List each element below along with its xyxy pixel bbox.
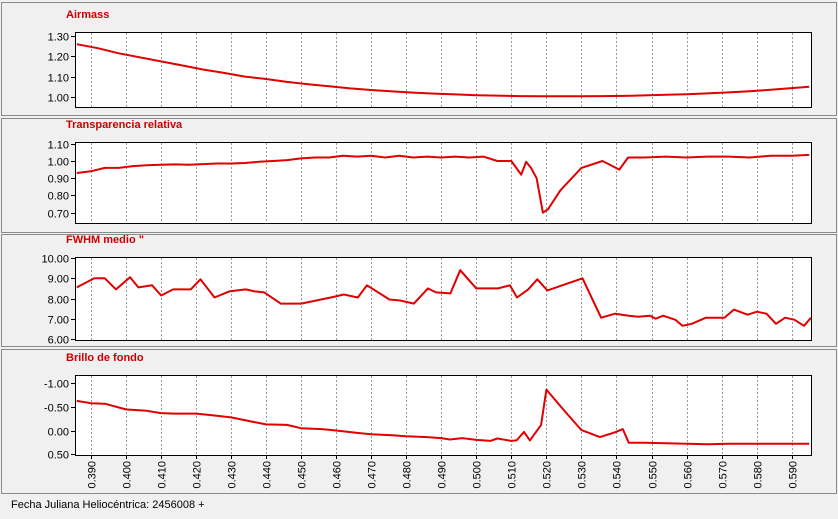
- panel-title: Airmass: [66, 9, 109, 21]
- y-tick-label: 0.90: [48, 174, 69, 186]
- series-line-transparency: [76, 153, 810, 214]
- x-tick-label: 0.530: [577, 461, 589, 489]
- panel-background: -1.00 -0.50 0.00 0.50 Brillo de fondo: [1, 349, 837, 494]
- y-tick-label: -1.00: [44, 379, 69, 391]
- y-tick-label: 6.00: [48, 335, 69, 347]
- x-tick-label: 0.520: [542, 461, 554, 489]
- series-line-background: [76, 388, 810, 446]
- y-tick-label: 1.00: [48, 93, 69, 105]
- x-tick-label: 0.490: [437, 461, 449, 489]
- panel-title: Brillo de fondo: [66, 352, 144, 364]
- series-line-airmass: [76, 43, 810, 98]
- series-line-fwhm: [76, 269, 812, 327]
- x-tick-label: 0.390: [87, 461, 99, 489]
- plot-area: [75, 142, 812, 224]
- y-tick-label: 1.20: [48, 52, 69, 64]
- y-tick-label: -0.50: [44, 403, 69, 415]
- y-tick-label: 1.30: [48, 32, 69, 44]
- x-tick-label: 0.440: [262, 461, 274, 489]
- plot-area: [75, 32, 812, 108]
- panel-airmass: 1.30 1.20 1.10 1.00 Airmass: [1, 2, 837, 116]
- y-tick-label: 0.00: [48, 427, 69, 439]
- y-tick-label: 0.70: [48, 209, 69, 221]
- x-tick-label: 0.410: [157, 461, 169, 489]
- panel-title: FWHM medio ": [66, 234, 144, 246]
- x-tick-label: 0.580: [753, 461, 765, 489]
- y-tick-label: 0.50: [48, 450, 69, 462]
- x-tick-label: 0.570: [718, 461, 730, 489]
- x-tick-label: 0.460: [332, 461, 344, 489]
- y-tick-label: 1.00: [48, 157, 69, 169]
- x-tick-label: 0.470: [367, 461, 379, 489]
- x-tick-label: 0.540: [612, 461, 624, 489]
- y-tick-label: 1.10: [48, 140, 69, 152]
- x-tick-label: 0.550: [648, 461, 660, 489]
- y-tick-label: 0.80: [48, 191, 69, 203]
- x-tick-label: 0.430: [227, 461, 239, 489]
- panel-fwhm: 10.00 9.00 8.00 7.00 6.00 FWHM medio ": [1, 234, 837, 347]
- panel-title: Transparencia relativa: [66, 119, 183, 131]
- plot-area: [75, 375, 812, 456]
- x-axis: 0.390 0.400 0.410 0.420 0.430 0.440 0.450 0.460…: [87, 455, 800, 489]
- x-tick-label: 0.500: [472, 461, 484, 489]
- x-tick-label: 0.420: [192, 461, 204, 489]
- y-tick-label: 10.00: [41, 254, 69, 266]
- y-tick-label: 9.00: [48, 274, 69, 286]
- x-tick-label: 0.480: [402, 461, 414, 489]
- x-tick-label: 0.510: [507, 461, 519, 489]
- x-tick-label: 0.590: [788, 461, 800, 489]
- y-tick-label: 1.10: [48, 73, 69, 85]
- x-tick-label: 0.400: [122, 461, 134, 489]
- panel-transparency: 1.10 1.00 0.90 0.80 0.70 Transparencia relati…: [1, 118, 837, 233]
- plot-area: [75, 257, 812, 341]
- x-tick-label: 0.560: [683, 461, 695, 489]
- y-tick-label: 7.00: [48, 315, 69, 327]
- y-tick-label: 8.00: [48, 295, 69, 307]
- x-axis-caption: Fecha Juliana Heliocéntrica: 2456008 +: [11, 499, 205, 511]
- x-tick-label: 0.450: [297, 461, 309, 489]
